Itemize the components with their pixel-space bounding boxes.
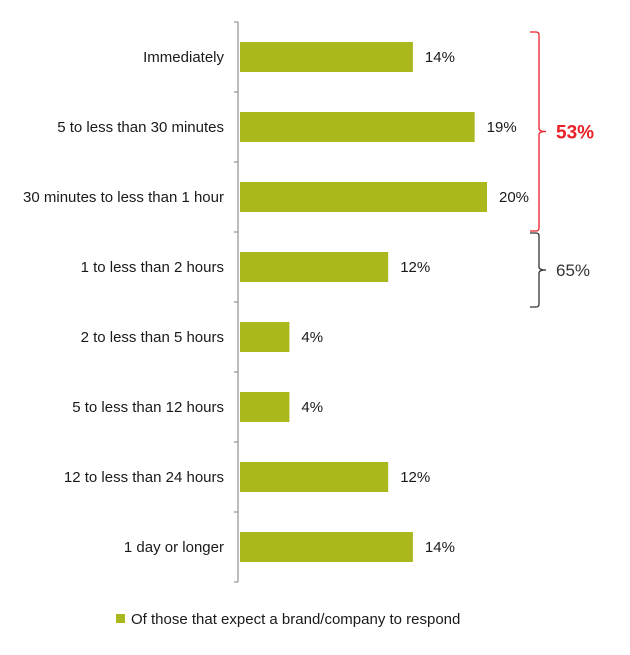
category-label: 5 to less than 30 minutes [57,119,224,136]
bar [240,42,413,72]
legend-label: Of those that expect a brand/company to … [131,611,460,628]
value-label: 14% [425,539,455,556]
bar [240,322,290,352]
category-label: Immediately [143,49,224,66]
axis-layer [234,21,239,583]
category-label: 2 to less than 5 hours [81,329,224,346]
category-label: 30 minutes to less than 1 hour [23,189,224,206]
bar [240,462,389,492]
annotation-65-label: 65% [556,261,590,280]
bar [240,182,487,212]
bar [240,112,475,142]
category-label: 12 to less than 24 hours [64,469,224,486]
bar [240,252,389,282]
legend-swatch [116,614,125,623]
annotation-53-brace [530,31,547,232]
labels-layer: Immediately 14% 5 to less than 30 minutes 1… [23,49,529,556]
value-label: 20% [499,189,529,206]
legend: Of those that expect a brand/company to … [116,611,460,628]
value-label: 14% [425,49,455,66]
value-label: 4% [301,399,323,416]
value-label: 12% [400,259,430,276]
bar [240,532,413,562]
bar [240,392,290,422]
bars-layer [240,42,487,562]
category-label: 1 to less than 2 hours [81,259,224,276]
annotation-65-brace [530,232,547,308]
annotations-layer: 53% 65% [530,31,594,308]
value-label: 4% [301,329,323,346]
category-label: 1 day or longer [124,539,224,556]
value-label: 12% [400,469,430,486]
category-label: 5 to less than 12 hours [72,399,224,416]
annotation-53-label: 53% [556,122,594,143]
value-label: 19% [487,119,517,136]
